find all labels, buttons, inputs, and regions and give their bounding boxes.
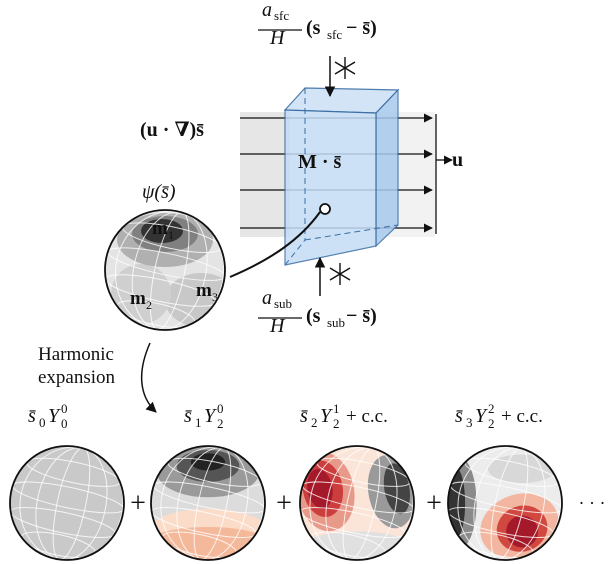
expansion-arrow (142, 343, 156, 412)
sphere-fill (291, 438, 424, 564)
term-superscript: 2 (488, 401, 495, 416)
mode-label: m (196, 280, 212, 301)
term-superscript: 0 (61, 401, 68, 416)
expansion-label: expansion (38, 367, 116, 388)
diagram: asfcH(ssfc − s̄)asubH(ssub − s̄)(u · ∇)s… (0, 0, 612, 564)
flux-subscript: sub (274, 296, 292, 311)
sphere-region (448, 469, 465, 537)
velocity-label: u (452, 149, 463, 171)
term-subscript: 1 (195, 415, 202, 430)
term-coefficient: s̄ (28, 405, 36, 427)
distribution-label: ψ(s̄) (142, 181, 176, 203)
term-harmonic: Y (475, 405, 488, 427)
advection-label: (u · ∇)s̄ (140, 119, 204, 141)
flux-denominator: H (269, 315, 286, 337)
flux-coefficient: a (262, 287, 272, 309)
term-subscript: 2 (488, 416, 495, 431)
term-harmonic: Y (204, 405, 217, 427)
flux-subscript: sfc (327, 27, 342, 42)
term-subscript: 0 (39, 415, 46, 430)
term-superscript: 1 (333, 401, 340, 416)
flux-coefficient: a (262, 0, 272, 21)
mode-subscript: 3 (212, 290, 218, 304)
flux-subscript: sfc (274, 8, 289, 23)
flux-term: − s̄) (346, 305, 377, 327)
sphere-fill (442, 438, 571, 564)
term-subscript: 2 (311, 415, 318, 430)
sphere-fill (145, 438, 274, 564)
term-coefficient: s̄ (455, 405, 463, 427)
sphere-region (488, 455, 556, 484)
term-superscript: 0 (217, 401, 224, 416)
expansion-label: Harmonic (38, 344, 114, 365)
sphere (8, 438, 133, 564)
flux-denominator: H (269, 27, 286, 49)
term-harmonic: Y (48, 405, 61, 427)
flux-subscript: sub (327, 315, 345, 330)
term-suffix: + c.c. (501, 406, 543, 427)
snowflake-icon (335, 57, 355, 79)
term-coefficient: s̄ (184, 405, 192, 427)
mode-subscript: 1 (168, 228, 174, 242)
sphere (103, 201, 237, 341)
sphere (291, 438, 424, 564)
term-harmonic: Y (320, 405, 333, 427)
plus-sign: + (426, 488, 442, 519)
plus-sign: + (276, 488, 292, 519)
term-subscript: 3 (466, 415, 473, 430)
term-subscript: 2 (217, 416, 224, 431)
asterisk-icon (330, 263, 350, 285)
term-subscript: 2 (333, 416, 340, 431)
sphere (145, 438, 274, 564)
mode-label: m (130, 288, 146, 309)
sphere (442, 438, 571, 564)
plus-sign: + (130, 488, 146, 519)
mode-label: m (152, 218, 168, 239)
operator-label: M · s̄ (298, 151, 342, 173)
flux-term: (s (306, 17, 321, 39)
flux-term: − s̄) (346, 17, 377, 39)
flux-term: (s (306, 305, 321, 327)
term-suffix: + c.c. (346, 406, 388, 427)
term-subscript: 0 (61, 416, 68, 431)
ellipsis: · · · (579, 493, 606, 513)
term-coefficient: s̄ (300, 405, 308, 427)
mode-subscript: 2 (146, 298, 152, 312)
sphere-fill (103, 201, 237, 341)
